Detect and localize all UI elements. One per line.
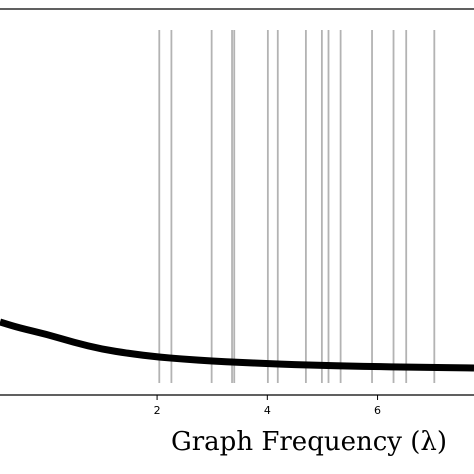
frequency-lines	[158, 30, 436, 383]
x-axis-title: Graph Frequency (λ)	[171, 427, 447, 457]
x-tick-label-2: 2	[154, 404, 161, 417]
response-curve	[0, 318, 474, 372]
curve-layer	[0, 318, 474, 372]
x-tick-label-4: 4	[264, 404, 271, 417]
x-tick-label-6: 6	[374, 404, 381, 417]
axes	[0, 8, 474, 396]
x-ticks: 2 4 6	[154, 395, 381, 417]
